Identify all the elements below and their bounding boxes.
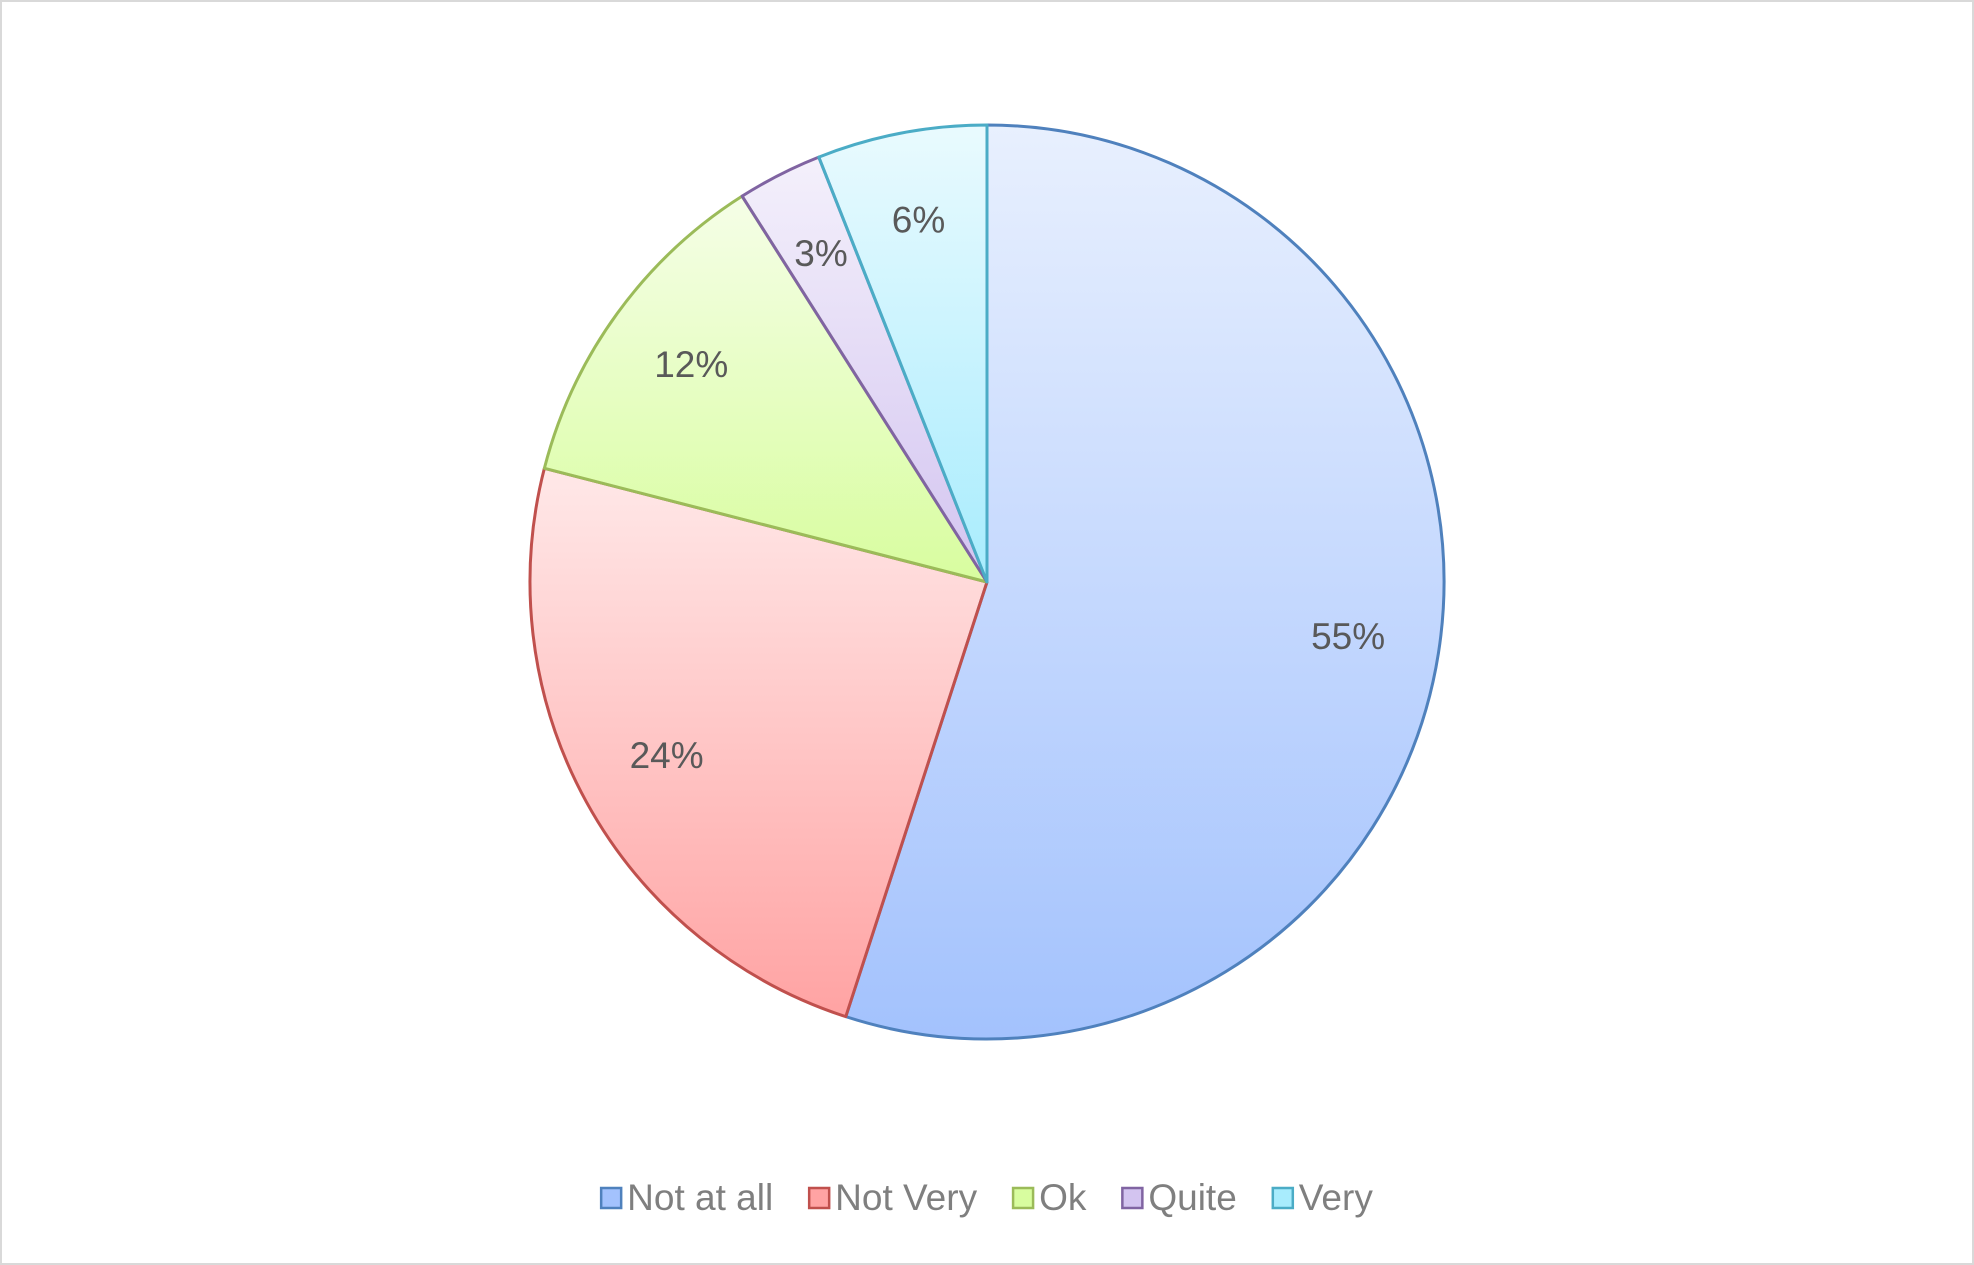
data-label: 6%: [892, 200, 945, 241]
data-label: 12%: [654, 344, 728, 385]
data-label: 3%: [794, 233, 847, 274]
legend-marker: [599, 1186, 623, 1210]
legend-label: Not at all: [627, 1177, 773, 1218]
legend-label: Ok: [1039, 1177, 1087, 1218]
legend-marker: [1271, 1186, 1295, 1210]
legend-label: Very: [1299, 1177, 1374, 1218]
pie-slice: [542, 194, 989, 584]
data-label: 55%: [1311, 616, 1385, 657]
legend-marker: [1121, 1186, 1144, 1210]
legend-marker: [807, 1186, 831, 1210]
pie-slice: [844, 123, 1446, 1041]
pie-slice: [528, 466, 989, 1019]
data-label: 24%: [630, 735, 704, 776]
legend-label: Quite: [1148, 1177, 1236, 1218]
value-labels: 55% 24% 12% 3% 6%: [630, 200, 1386, 776]
legend: Not at all Not Very Ok Quite Very: [599, 1177, 1374, 1218]
pie: [528, 123, 1446, 1041]
pie-slice: [817, 123, 989, 584]
legend-marker: [1011, 1186, 1035, 1210]
legend-label: Not Very: [835, 1177, 977, 1218]
